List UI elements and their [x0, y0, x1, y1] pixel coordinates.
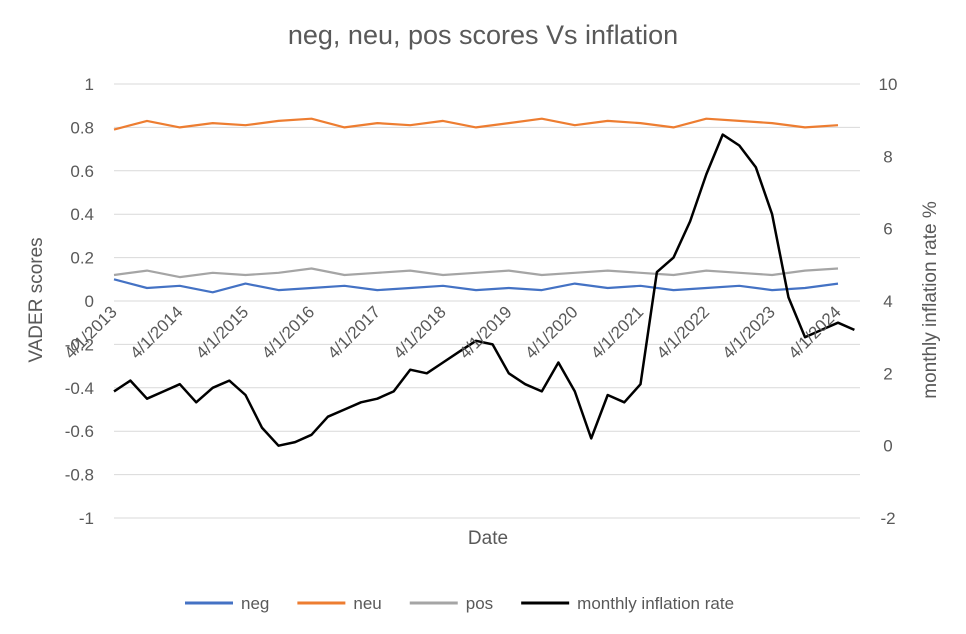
series-lines	[113, 117, 855, 447]
x-date-label: 4/1/2014	[126, 302, 186, 362]
y-tick-label: 0.2	[70, 249, 94, 268]
y-tick-label: 1	[85, 75, 94, 94]
legend-label: pos	[466, 594, 493, 613]
chart-title: neg, neu, pos scores Vs inflation	[288, 20, 678, 50]
y-tick-label: 0.4	[70, 205, 94, 224]
x-date-label: 4/1/2023	[719, 302, 779, 362]
y2-tick-label: 4	[883, 292, 892, 311]
y2-tick-label: 10	[879, 75, 898, 94]
y-tick-label: -0.4	[65, 379, 94, 398]
y2-tick-label: 8	[883, 147, 892, 166]
y-axis-title: VADER scores	[26, 237, 47, 362]
x-date-label: 4/1/2016	[258, 302, 318, 362]
y2-tick-label: 2	[883, 364, 892, 383]
legend-label: neu	[353, 594, 381, 613]
x-date-label: 4/1/2019	[455, 302, 515, 362]
x-date-label: 4/1/2015	[192, 302, 252, 362]
y2-tick-label: -2	[880, 509, 895, 528]
x-axis-title: Date	[468, 528, 508, 549]
y-tick-label: -0.6	[65, 422, 94, 441]
legend-label: neg	[241, 594, 269, 613]
x-date-label: 4/1/2021	[587, 302, 647, 362]
series-line-neu	[113, 117, 839, 131]
gridlines	[114, 83, 860, 519]
series-line-pos	[113, 267, 839, 279]
y2-tick-label: 0	[883, 437, 892, 456]
x-date-label: 4/1/2018	[390, 302, 450, 362]
x-axis-date-labels: 4/1/2013 4/1/2014 4/1/2015 4/1/2016 4/1/2017…	[61, 302, 845, 362]
y-tick-label: 0.6	[70, 162, 94, 181]
y-tick-label: 0	[85, 292, 94, 311]
y-axis-right-ticks: 10 8 6 4 2 0 -2	[879, 75, 898, 528]
x-date-label: 4/1/2017	[324, 302, 384, 362]
y-tick-label: 0.8	[70, 118, 94, 137]
series-line-neg	[113, 278, 839, 294]
legend: neg neu pos monthly inflation rate	[185, 594, 734, 613]
y-tick-label: -0.2	[65, 335, 94, 354]
x-date-label: 4/1/2020	[521, 302, 581, 362]
series-line-monthly-inflation-rate	[113, 133, 855, 447]
legend-label: monthly inflation rate	[577, 594, 734, 613]
y-tick-label: -0.8	[65, 466, 94, 485]
x-date-label: 4/1/2022	[653, 302, 713, 362]
y2-axis-title: monthly inflation rate %	[920, 201, 941, 399]
y-tick-label: -1	[79, 509, 94, 528]
y-axis-left-ticks: 1 0.8 0.6 0.4 0.2 0 -0.2 -0.4 -0.6 -0.8 -1	[65, 75, 94, 528]
y2-tick-label: 6	[883, 220, 892, 239]
